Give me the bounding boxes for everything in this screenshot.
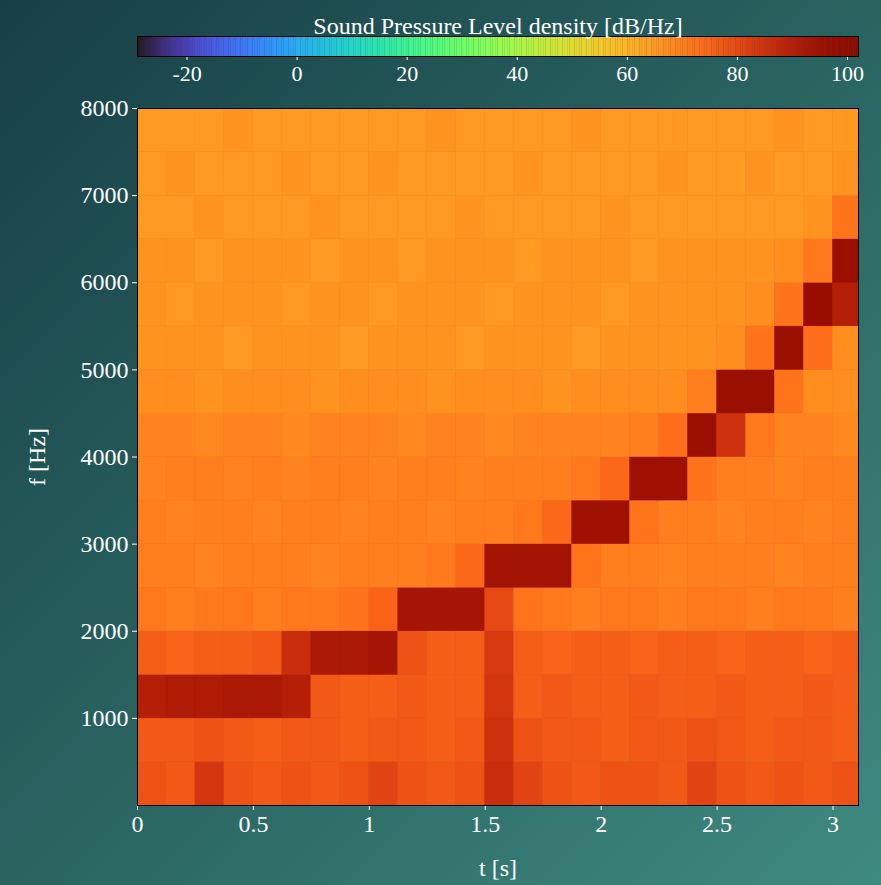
svg-text:t [s]: t [s]: [479, 855, 517, 881]
svg-text:2: 2: [595, 811, 607, 837]
svg-text:3: 3: [827, 811, 839, 837]
svg-text:5000: 5000: [81, 357, 129, 383]
svg-text:2000: 2000: [81, 618, 129, 644]
svg-text:2.5: 2.5: [702, 811, 732, 837]
svg-text:0: 0: [292, 61, 303, 86]
svg-text:20: 20: [396, 61, 418, 86]
svg-text:40: 40: [506, 61, 528, 86]
svg-text:-20: -20: [172, 61, 201, 86]
svg-text:60: 60: [616, 61, 638, 86]
svg-text:1.5: 1.5: [470, 811, 500, 837]
svg-text:7000: 7000: [81, 182, 129, 208]
svg-text:f [Hz]: f [Hz]: [24, 428, 50, 486]
svg-text:80: 80: [726, 61, 748, 86]
svg-text:Sound Pressure Level density [: Sound Pressure Level density [dB/Hz]: [313, 13, 682, 39]
svg-text:4000: 4000: [81, 444, 129, 470]
svg-text:1: 1: [363, 811, 375, 837]
svg-text:1000: 1000: [81, 705, 129, 731]
svg-text:3000: 3000: [81, 531, 129, 557]
svg-text:0.5: 0.5: [238, 811, 268, 837]
svg-text:6000: 6000: [81, 269, 129, 295]
svg-text:0: 0: [132, 811, 144, 837]
svg-text:8000: 8000: [81, 95, 129, 121]
svg-text:100: 100: [831, 61, 864, 86]
